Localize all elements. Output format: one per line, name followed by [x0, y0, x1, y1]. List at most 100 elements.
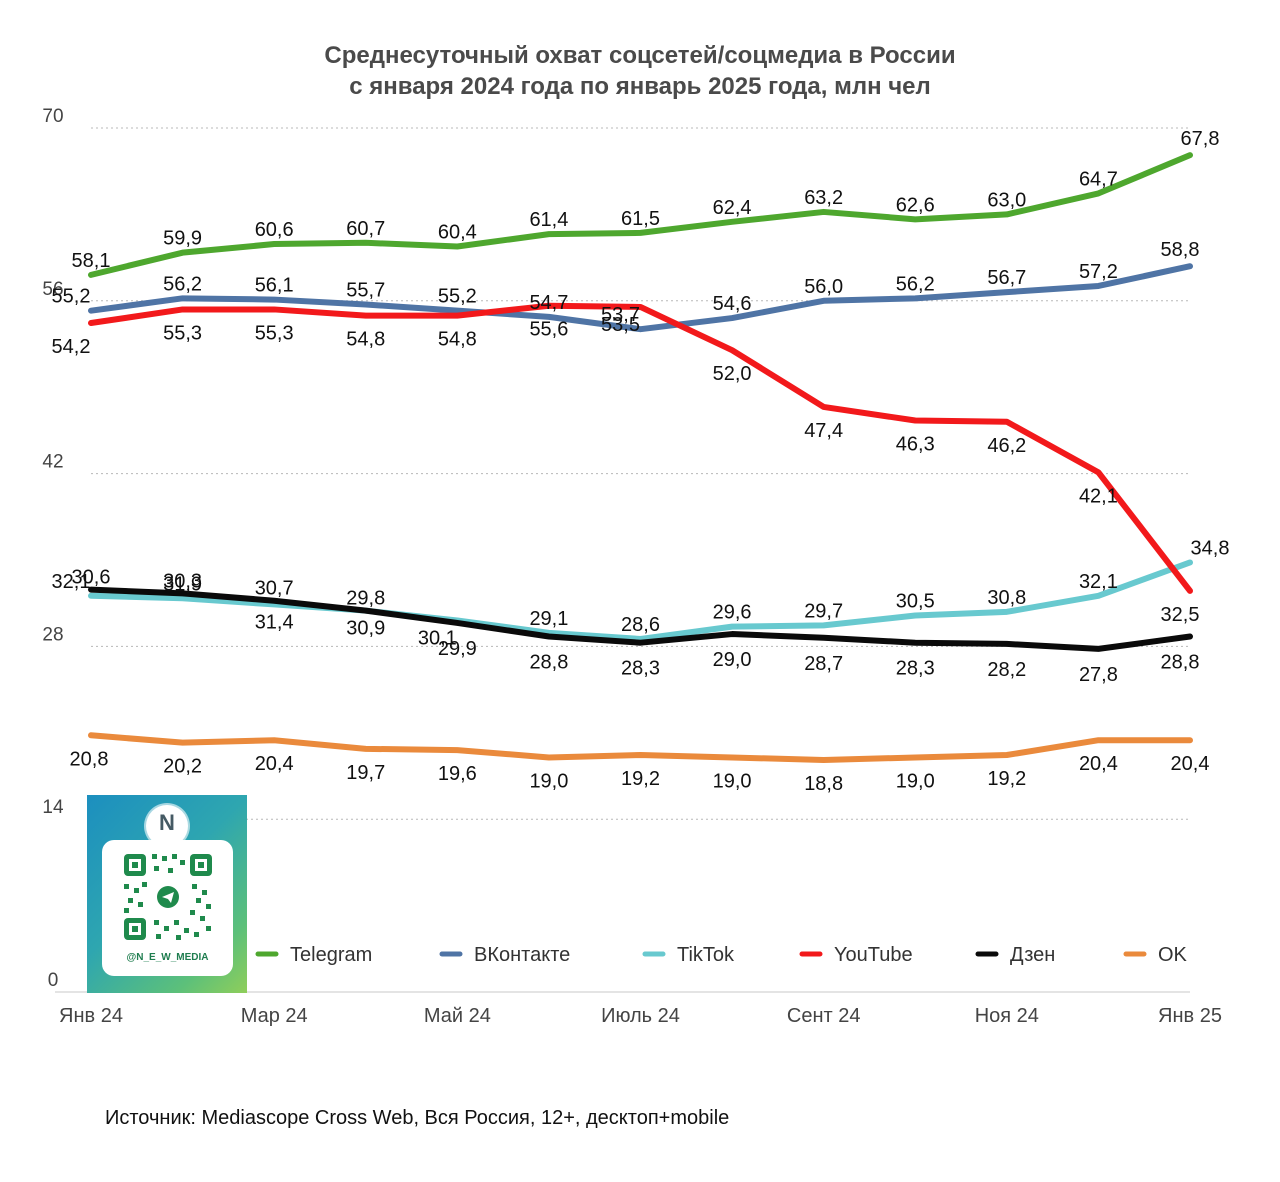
- legend-label: Дзен: [1010, 944, 1055, 966]
- data-label: 55,6: [529, 319, 568, 341]
- chart-title: Среднесуточный охват соцсетей/соцмедиа в…: [0, 40, 1280, 102]
- data-label: 29,7: [804, 600, 843, 622]
- legend-label: ВКонтакте: [474, 944, 570, 966]
- data-label: 20,4: [1079, 753, 1118, 775]
- data-label: 55,3: [163, 322, 202, 344]
- data-label: 52,0: [713, 363, 752, 385]
- series-line-ВКонтакте: [88, 263, 1193, 333]
- data-label: 19,2: [987, 768, 1026, 790]
- legend: Telegram ВКонтакте TikTok YouTube Дзен OK: [255, 944, 1188, 966]
- data-label: 29,8: [346, 588, 385, 610]
- data-label: 59,9: [163, 228, 202, 250]
- data-label: 42,1: [1079, 485, 1118, 507]
- series-line-OK: [88, 732, 1193, 763]
- data-label: 56,7: [987, 267, 1026, 289]
- data-label: 64,7: [1079, 168, 1118, 190]
- data-label: 31,9: [163, 573, 202, 595]
- data-label: 54,6: [713, 293, 752, 315]
- data-label: 55,2: [52, 286, 91, 308]
- data-label: 20,8: [70, 748, 109, 770]
- data-label: 60,4: [438, 221, 477, 243]
- data-label: 28,3: [621, 658, 660, 680]
- data-label: 30,5: [896, 591, 935, 613]
- data-label: 20,4: [255, 753, 294, 775]
- qr-channel-handle: @N_E_W_MEDIA: [126, 952, 209, 963]
- data-label: 32,5: [1161, 604, 1200, 626]
- data-label: 56,1: [255, 275, 294, 297]
- data-label: 20,4: [1171, 753, 1210, 775]
- data-label: 55,7: [346, 280, 385, 302]
- x-tick-label: Июль 24: [601, 1005, 680, 1027]
- y-axis-tick-labels: 0 14 28 42 56 70: [42, 106, 64, 991]
- data-label: 30,3: [163, 570, 202, 592]
- data-label: 29,6: [713, 602, 752, 624]
- legend-label: OK: [1158, 944, 1188, 966]
- x-tick-label: Ноя 24: [975, 1005, 1039, 1027]
- data-label: 28,8: [529, 652, 568, 674]
- y-tick-label: 14: [42, 797, 64, 818]
- data-label: 62,4: [713, 197, 752, 219]
- x-tick-label: Янв 25: [1158, 1005, 1222, 1027]
- qr-code-panel: @N_E_W_MEDIA: [102, 840, 233, 976]
- data-label: 30,8: [987, 587, 1026, 609]
- x-tick-label: Сент 24: [787, 1005, 861, 1027]
- x-tick-label: Май 24: [424, 1005, 491, 1027]
- legend-label: TikTok: [677, 944, 735, 966]
- x-axis-tick-labels: Янв 24 Мар 24 Май 24 Июль 24 Сент 24 Ноя 24 Ян…: [59, 1005, 1222, 1027]
- data-label: 54,2: [52, 336, 91, 358]
- series-line-TikTok: [88, 559, 1193, 642]
- data-label: 19,0: [529, 770, 568, 792]
- data-label: 32,1: [52, 571, 91, 593]
- x-tick-label: Мар 24: [241, 1005, 308, 1027]
- data-label: 46,3: [896, 434, 935, 456]
- data-label: 54,8: [346, 329, 385, 351]
- data-label: 30,6: [72, 567, 111, 589]
- data-label: 30,7: [255, 578, 294, 600]
- data-label: 46,2: [987, 435, 1026, 457]
- data-label: 29,9: [438, 638, 477, 660]
- data-label: 30,1: [418, 627, 457, 649]
- data-label: 56,2: [163, 273, 202, 295]
- series-lines: [88, 152, 1193, 763]
- legend-label: YouTube: [834, 944, 913, 966]
- data-label: 47,4: [804, 420, 843, 442]
- data-label: 61,4: [529, 209, 568, 231]
- data-label: 54,7: [529, 292, 568, 314]
- data-label: 20,2: [163, 756, 202, 778]
- source-note: Источник: Mediascope Cross Web, Вся Росс…: [105, 1107, 730, 1129]
- data-label: 56,2: [896, 273, 935, 295]
- data-label: 55,2: [438, 286, 477, 308]
- data-label: 31,4: [255, 611, 294, 633]
- y-tick-label: 28: [42, 624, 63, 645]
- data-label: 55,3: [255, 322, 294, 344]
- data-label: 63,2: [804, 187, 843, 209]
- data-label: 27,8: [1079, 664, 1118, 686]
- data-label: 18,8: [804, 773, 843, 795]
- series-line-YouTube: [88, 302, 1193, 594]
- series-line-Дзен: [88, 586, 1193, 652]
- y-tick-label: 42: [42, 452, 63, 473]
- qr-code-card[interactable]: N: [87, 795, 247, 993]
- chart-title-line-2: с января 2024 года по январь 2025 года, …: [349, 73, 931, 100]
- data-label: 58,8: [1161, 239, 1200, 261]
- series-line-Telegram: [88, 152, 1193, 278]
- data-label: 62,6: [896, 194, 935, 216]
- data-label: 34,8: [1191, 537, 1230, 559]
- data-label: 19,6: [438, 763, 477, 785]
- data-label: 56,0: [804, 276, 843, 298]
- data-label: 60,7: [346, 218, 385, 240]
- data-label: 53,7: [601, 304, 640, 326]
- qr-code-icon: [124, 854, 212, 940]
- data-label: 58,1: [72, 250, 111, 272]
- data-label: 28,8: [1161, 652, 1200, 674]
- data-label: 32,1: [1079, 571, 1118, 593]
- data-label: 19,2: [621, 768, 660, 790]
- data-label: 30,9: [346, 618, 385, 640]
- data-label: 19,7: [346, 762, 385, 784]
- data-label: 67,8: [1181, 128, 1220, 150]
- data-label: 60,6: [255, 219, 294, 241]
- data-label: 28,6: [621, 614, 660, 636]
- data-label: 28,3: [896, 658, 935, 680]
- data-label: 19,0: [713, 770, 752, 792]
